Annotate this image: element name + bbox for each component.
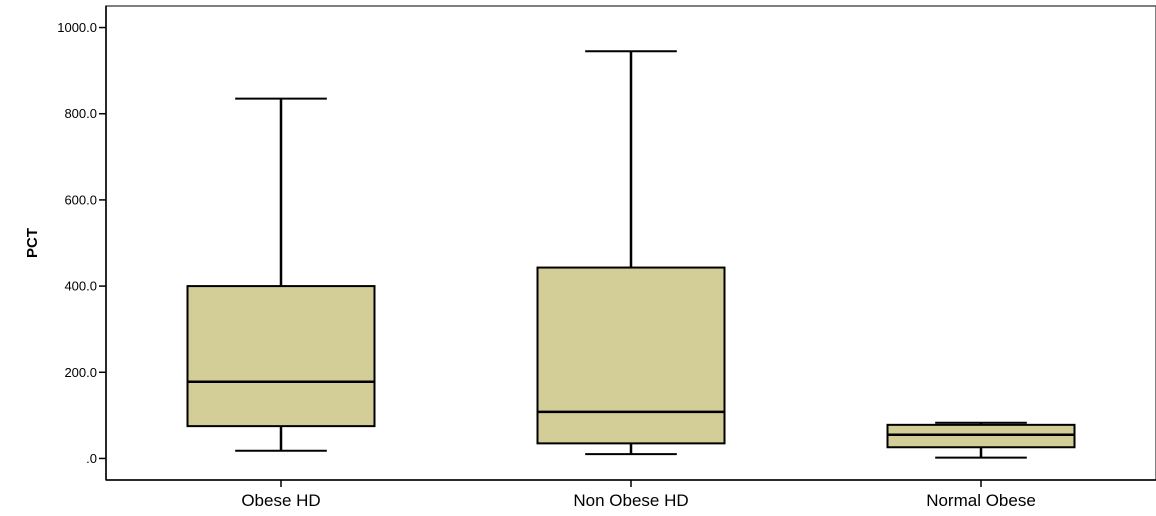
- y-tick-label: 1000.0: [57, 20, 97, 35]
- x-tick-label: Obese HD: [241, 491, 320, 510]
- iqr-box: [536, 266, 726, 445]
- iqr-box: [886, 423, 1076, 449]
- box-series: [186, 50, 1076, 459]
- x-tick-label: Normal Obese: [926, 491, 1036, 510]
- x-axis-ticks: Obese HD Non Obese HD Normal Obese: [241, 480, 1036, 510]
- y-tick-label: 400.0: [64, 279, 97, 294]
- x-tick-label: Non Obese HD: [573, 491, 688, 510]
- y-tick-label: 200.0: [64, 365, 97, 380]
- y-tick-label: 600.0: [64, 192, 97, 207]
- box-group: [536, 50, 726, 456]
- y-axis-ticks: .0 200.0 400.0 600.0 800.0 1000.0: [57, 20, 106, 466]
- y-axis-label: PCT: [24, 228, 41, 258]
- iqr-box: [186, 285, 376, 428]
- box-group: [886, 421, 1076, 459]
- y-tick-label: 800.0: [64, 106, 97, 121]
- box-group: [186, 97, 376, 452]
- y-tick-label: .0: [86, 451, 97, 466]
